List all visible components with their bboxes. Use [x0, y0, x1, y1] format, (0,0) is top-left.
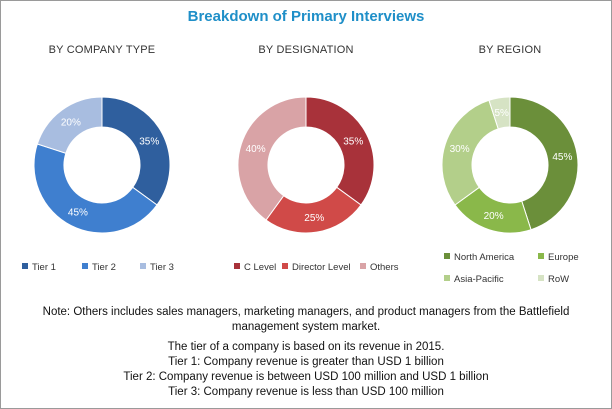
legend-swatch — [444, 275, 450, 282]
slice-label-row: 5% — [494, 108, 509, 119]
legend-item-tier-2: Tier 2 — [82, 262, 116, 273]
slice-label-north-america: 45% — [552, 152, 572, 163]
company-type-donut: 35% 45% 20% — [33, 96, 171, 234]
legend-swatch — [538, 275, 544, 282]
legend-swatch — [360, 263, 366, 270]
designation-donut: 35% 25% 40% — [237, 96, 375, 234]
slice-label-tier-3: 20% — [61, 118, 81, 129]
legend-label: RoW — [548, 274, 570, 285]
slice-label-director-level: 25% — [304, 213, 324, 224]
legend-label: Tier 1 — [32, 262, 56, 273]
slice-tier-1 — [101, 96, 171, 206]
slice-label-others: 40% — [246, 144, 266, 155]
legend-item-europe: Europe — [538, 252, 579, 263]
designation-heading: BY DESIGNATION — [258, 44, 354, 56]
legend-swatch — [22, 263, 28, 270]
legend-item-tier-3: Tier 3 — [140, 262, 174, 273]
legend-item-others: Others — [360, 262, 399, 273]
legend-item-tier-1: Tier 1 — [22, 262, 56, 273]
legend-swatch — [444, 253, 450, 260]
tier-note-intro: The tier of a company is based on its re… — [167, 341, 445, 353]
legend-item-asia-pacific: Asia-Pacific — [444, 274, 504, 285]
slice-north-america — [509, 96, 579, 231]
slice-row — [488, 96, 511, 130]
legend-item-director-level: Director Level — [282, 262, 351, 273]
legend-item-c-level: C Level — [234, 262, 276, 273]
tier-note-2: Tier 2: Company revenue is between USD 1… — [123, 371, 489, 383]
slice-label-tier-2: 45% — [68, 208, 88, 219]
tier-note-3: Tier 3: Company revenue is less than USD… — [168, 386, 444, 398]
legend-item-row: RoW — [538, 274, 569, 285]
legend-label: C Level — [244, 262, 277, 273]
legend-label: Tier 2 — [92, 262, 116, 273]
slice-label-tier-1: 35% — [139, 136, 159, 147]
legend-swatch — [234, 263, 240, 270]
legend-label: Asia-Pacific — [454, 274, 504, 285]
legend-swatch — [82, 263, 88, 270]
slice-asia-pacific — [441, 99, 499, 206]
slice-c-level — [305, 96, 375, 206]
region-donut: 45% 20% 30% 5% — [441, 96, 579, 234]
legend-label: Tier 3 — [150, 262, 174, 273]
legend-item-north-america: North America — [444, 252, 514, 263]
company-type-heading: BY COMPANY TYPE — [48, 44, 156, 56]
slice-tier-3 — [36, 96, 103, 154]
tier-note-1: Tier 1: Company revenue is greater than … — [168, 356, 444, 368]
others-note: Note: Others includes sales managers, ma… — [42, 306, 570, 333]
chart-title: Breakdown of Primary Interviews — [187, 8, 425, 25]
legend-label: Director Level — [292, 262, 351, 273]
slice-tier-2 — [33, 143, 158, 234]
slice-label-asia-pacific: 30% — [450, 144, 470, 155]
slice-label-europe: 20% — [484, 211, 504, 222]
tier-notes: The tier of a company is based on its re… — [0, 340, 612, 400]
legend-swatch — [538, 253, 544, 260]
legend-label: Others — [370, 262, 399, 273]
slice-others — [237, 96, 307, 221]
legend-label: North America — [454, 252, 515, 263]
legend-swatch — [282, 263, 288, 270]
legend-label: Europe — [548, 252, 579, 263]
legend-swatch — [140, 263, 146, 270]
region-heading: BY REGION — [478, 44, 542, 56]
slice-label-c-level: 35% — [343, 136, 363, 147]
